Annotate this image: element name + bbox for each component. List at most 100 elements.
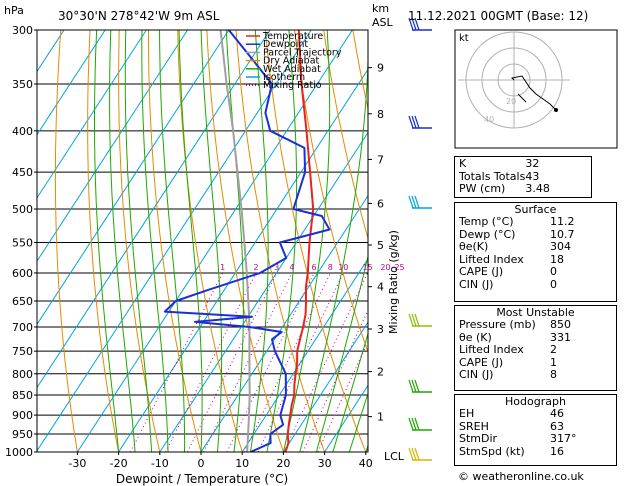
lcl-label: LCL (384, 450, 405, 463)
dry-adiabat-line (294, 30, 368, 354)
datetime-title: 11.12.2021 00GMT (Base: 12) (408, 9, 588, 23)
temperature-line (284, 30, 315, 452)
location-title: 30°30'N 278°42'W 9m ASL (58, 9, 220, 23)
mu-row: CAPE (J) 1 (459, 355, 557, 369)
dry-adiabat-line (264, 30, 367, 452)
hodo-row: EH 46 (459, 407, 564, 420)
surface-row: Dewp (°C) 10.7 (459, 227, 575, 241)
hodograph-stats-title: Hodograph (505, 395, 566, 408)
mu-row: Lifted Index 2 (459, 343, 557, 357)
mixing-ratio-label: 6 (312, 263, 317, 272)
legend-entry: Dewpoint (263, 39, 308, 50)
isotherm-line (241, 258, 368, 452)
pressure-tick-label: 800 (12, 368, 33, 381)
isotherm-line (37, 30, 147, 199)
temperature-tick-label: 20 (276, 457, 290, 470)
wet-adiabat-line (94, 30, 120, 452)
most-unstable-title: Most Unstable (496, 306, 575, 319)
mixing-ratio-label: 4 (289, 263, 294, 272)
wet-adiabat-line (200, 30, 223, 452)
surface-row: θe(K) 304 (459, 240, 571, 254)
hodograph-endpoint (554, 108, 558, 112)
isotherm-line (282, 321, 368, 452)
pressure-tick-label: 1000 (5, 446, 33, 459)
wet-adiabat-line (266, 30, 298, 452)
index-row-k: K 32 (459, 157, 540, 170)
storm-motion-arrow (517, 93, 527, 103)
x-axis-label: Dewpoint / Temperature (°C) (116, 472, 288, 486)
wet-adiabat-line (315, 254, 368, 452)
isotherm-line (118, 68, 368, 452)
temperature-tick-label: 0 (198, 457, 205, 470)
index-row-totals: Totals Totals 43 (459, 169, 540, 183)
pressure-tick-label: 400 (12, 125, 33, 138)
mu-row: θe (K) 331 (459, 330, 571, 344)
legend-entry: Wet Adiabat (263, 64, 321, 75)
wind-barb (408, 379, 432, 393)
km-tick-label: 3 (377, 323, 384, 336)
dry-adiabat-line (54, 30, 78, 452)
isotherm-line (37, 30, 271, 389)
dry-adiabat-line (148, 30, 202, 452)
temperature-tick-label: 30 (318, 457, 332, 470)
pressure-tick-label: 950 (12, 428, 33, 441)
pressure-tick-label: 450 (12, 166, 33, 179)
surface-title: Surface (514, 203, 557, 216)
temperature-tick-label: -20 (110, 457, 128, 470)
hodograph-kt-label: kt (459, 33, 469, 44)
km-tick-label: 9 (377, 62, 384, 75)
hodo-row: SREH 63 (459, 419, 564, 433)
legend-entry: Isotherm (263, 72, 305, 83)
wet-adiabat-line (348, 391, 368, 452)
wind-barb (408, 195, 432, 209)
indices-table: K 32 Totals Totals 43 PW (cm) 3.48 (454, 156, 593, 198)
mixing-ratio-label: 1 (220, 263, 225, 272)
most-unstable-table: Most Unstable Pressure (mb) 850 θe (K) 331… (454, 305, 617, 391)
mixing-ratio-label: 20 (380, 263, 390, 272)
wind-barb (408, 313, 432, 327)
footer-credit: © weatheronline.co.uk (458, 470, 584, 483)
wet-adiabat-line (178, 30, 203, 452)
hodograph-trace (510, 75, 557, 111)
dry-adiabat-line (616, 30, 629, 452)
dry-adiabat-line (118, 30, 161, 452)
mixing-ratio-label: 8 (328, 263, 333, 272)
pressure-tick-label: 300 (12, 24, 33, 37)
pressure-tick-label: 500 (12, 203, 33, 216)
surface-table: Surface Temp (°C) 11.2 Dewp (°C) 10.7 θe(K… (454, 202, 617, 302)
index-row-pw: PW (cm) 3.48 (459, 182, 550, 196)
wet-adiabat-line (299, 41, 368, 452)
legend-entry: Mixing Ratio (263, 80, 322, 91)
pressure-tick-label: 700 (12, 321, 33, 334)
plot-frame (36, 29, 369, 453)
mixing-ratio-label: 10 (338, 263, 348, 272)
mixing-ratio-label: 3 (274, 263, 279, 272)
dry-adiabat-line (206, 30, 284, 452)
wet-adiabat-line (249, 30, 269, 452)
pressure-tick-label: 750 (12, 345, 33, 358)
mixing-ratio-axis-label: Mixing Ratio (g/kg) (387, 230, 400, 334)
wet-adiabat-line (141, 30, 169, 452)
temperature-tick-label: 10 (235, 457, 249, 470)
hodograph: kt 20 40 (454, 29, 618, 149)
isotherm-line (37, 30, 230, 326)
km-tick-label: 5 (377, 239, 384, 252)
temperature-tick-label: 40 (359, 457, 373, 470)
wind-barb (408, 447, 432, 461)
km-tick-label: 7 (377, 153, 384, 166)
mixing-ratio-line (187, 272, 278, 452)
pressure-tick-label: 550 (12, 236, 33, 249)
temperature-tick-label: -30 (68, 457, 86, 470)
surface-row: Lifted Index 18 (459, 252, 564, 266)
mu-row: Pressure (mb) 850 (459, 318, 571, 331)
legend-entry: Parcel Trajectory (263, 47, 342, 58)
mixing-ratio-label: 15 (363, 263, 373, 272)
dry-adiabat-line (87, 30, 120, 452)
isotherm-line (200, 194, 368, 452)
dry-adiabat-line (323, 30, 368, 241)
hodograph-ring-label: 20 (506, 97, 516, 106)
km-tick-label: 6 (377, 197, 384, 210)
km-tick-label: 4 (377, 281, 384, 294)
pressure-tick-label: 850 (12, 389, 33, 402)
